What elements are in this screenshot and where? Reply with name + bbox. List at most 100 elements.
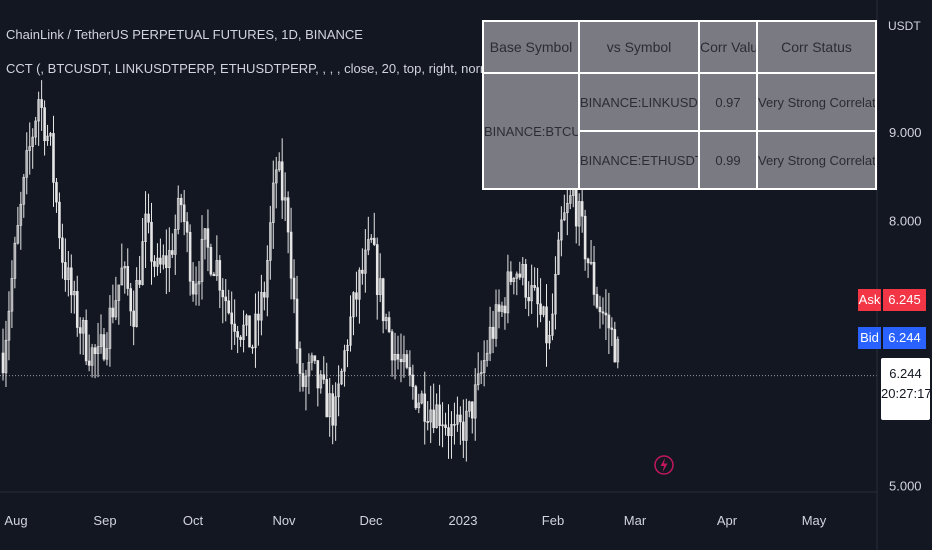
candle-body [372,237,376,245]
candle-body [159,257,162,265]
candle-body [551,313,554,336]
candle-body [560,219,563,241]
x-tick-label: Oct [183,513,204,528]
candle-body [574,188,578,227]
candle-body [37,99,40,122]
lightning-bolt-icon[interactable] [653,446,675,486]
candle-body [93,347,97,355]
candle-body [1,352,5,374]
candle-body [236,331,239,338]
candle-body [81,320,85,334]
candle-body [280,161,284,201]
candle-body [251,346,254,349]
vs-symbol-cell: BINANCE:LINKUSDTPERP [578,72,700,132]
candle-body [31,136,35,147]
candle-body [589,261,593,264]
candle-body [84,320,88,362]
candle-body [450,424,453,437]
candle-body [114,300,118,318]
candle-body [313,355,317,361]
indicator-label[interactable]: CCT (, BTCUSDT, LINKUSDTPERP, ETHUSDTPER… [6,61,549,76]
candle-body [176,197,180,230]
candle-body [384,317,388,322]
candle-body [563,212,566,221]
candle-body [361,269,364,274]
x-tick-label: 2023 [449,513,478,528]
candle-body [49,133,52,137]
header-base-symbol: Base Symbol [482,20,580,74]
candle-body [340,370,343,385]
x-tick-label: Apr [717,513,738,528]
candle-body [239,336,242,340]
candle-body [316,360,320,389]
candle-body [200,238,204,282]
candle-body [580,201,584,217]
price-currency-label: USDT [888,19,921,33]
candle-body [441,424,444,427]
candle-body [610,327,614,330]
header-corr-value: Corr Value [698,20,758,74]
candle-body [170,250,174,255]
candle-body [147,213,150,223]
candle-body [46,135,49,142]
candle-body [206,228,210,248]
candle-body [212,273,216,277]
table-header-row: Base Symbol vs Symbol Corr Value Corr St… [482,20,877,74]
candle-body [396,353,400,360]
symbol-title[interactable]: ChainLink / TetherUS PERPETUAL FUTURES, … [6,27,363,42]
last-price-tag: 6.244 20:27:17 [881,358,932,420]
candle-body [411,374,415,387]
y-tick-label: 9.000 [889,125,922,140]
price-axis: 5.000 8.000 9.000 [889,125,922,494]
candle-body [283,197,287,201]
candle-body [138,280,141,285]
candle-body [123,266,127,269]
candle-body [254,313,257,348]
candle-body [423,393,427,422]
candle-body [221,289,225,298]
candle-body [191,280,195,295]
candle-body [230,312,233,325]
candle-body [414,386,418,409]
x-tick-label: Sep [93,513,116,528]
candle-body [307,361,311,377]
candle-body [96,346,100,355]
candle-body [22,176,26,205]
candle-body [117,284,121,301]
candle-body [271,182,275,223]
candle-body [203,228,207,240]
candle-body [375,244,379,295]
candle-body [506,271,510,314]
candle-body [304,375,308,387]
candle-body [165,255,168,268]
candle-body [447,427,450,437]
candle-body [381,278,385,322]
last-price-value: 6.244 [889,366,922,381]
candle-body [28,146,32,151]
candle-body [565,203,569,214]
bid-price: 6.244 [883,327,926,349]
x-tick-label: Dec [359,513,383,528]
candle-body [476,373,480,386]
candle-body [521,264,525,278]
candle-body [494,304,498,339]
candle-body [438,404,441,426]
candle-body [277,161,281,171]
candle-body [524,264,528,298]
candle-body [378,278,382,295]
candle-body [604,312,608,316]
candle-body [215,260,219,277]
candle-body [598,306,602,313]
candle-body [343,350,346,372]
candle-body [453,423,456,426]
corr-value-cell: 0.97 [698,72,758,132]
candle-body [527,297,530,302]
candle-body [557,239,560,275]
candle-body [399,358,403,363]
candlestick-series [1,80,620,462]
candle-body [227,300,231,314]
candle-body [462,421,465,441]
candle-body [328,393,332,418]
candle-body [34,120,37,138]
